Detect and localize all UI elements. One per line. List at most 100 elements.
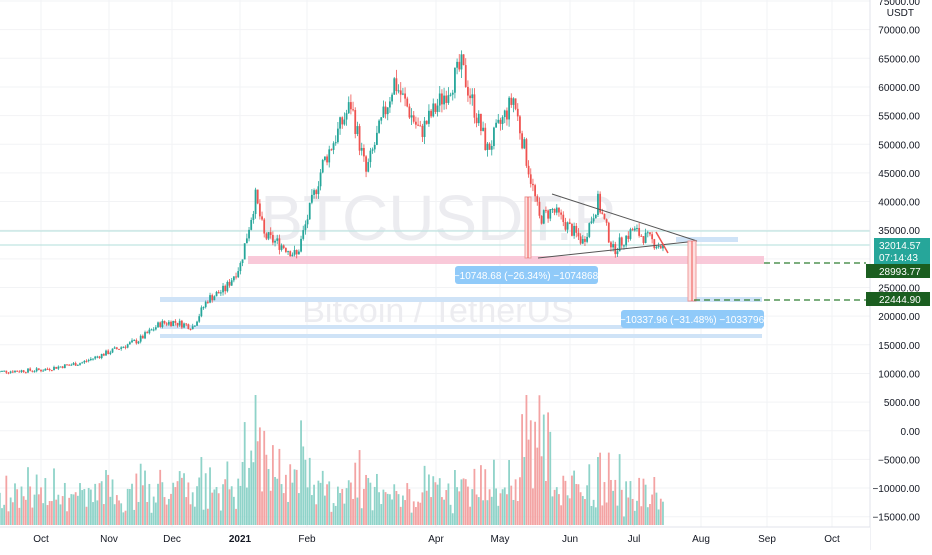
candle-body-214 xyxy=(458,61,461,70)
candle-body-9 xyxy=(14,370,16,373)
candle-body-115 xyxy=(243,243,246,260)
zone-support-pink[interactable] xyxy=(248,256,764,264)
candle-body-60 xyxy=(124,346,127,348)
candle-body-205 xyxy=(438,93,441,106)
time-axis[interactable]: Oct Nov Dec 2021 Feb Apr May Jun Jul Aug Sep Oct xyxy=(33,534,840,545)
candle-body-256 xyxy=(549,209,552,219)
candle-body-275 xyxy=(590,221,593,224)
measure-2-label: −10337.96 (−31.48%) −1033796 xyxy=(620,315,765,326)
candle-body-161 xyxy=(343,119,346,125)
volume-bar-186 xyxy=(397,494,400,525)
candle-body-53 xyxy=(109,352,112,354)
triangle-lower[interactable] xyxy=(537,240,698,259)
volume-bar-246 xyxy=(527,439,530,525)
candle-body-39 xyxy=(79,363,81,365)
volume-bar-125 xyxy=(265,454,268,525)
volume-bar-53 xyxy=(109,496,112,525)
volume-bar-179 xyxy=(382,489,385,525)
volume-bar-94 xyxy=(198,477,201,525)
volume-bar-159 xyxy=(339,493,341,525)
volume-bar-30 xyxy=(59,504,62,525)
candle-body-196 xyxy=(419,125,422,127)
candle-body-224 xyxy=(480,113,482,131)
volume-bar-239 xyxy=(512,499,515,525)
candle-body-37 xyxy=(74,363,77,366)
volume-bar-205 xyxy=(438,478,441,525)
candle-body-6 xyxy=(7,372,10,374)
time-tick-10: Sep xyxy=(758,534,776,545)
volume-bar-255 xyxy=(547,412,550,525)
candle-body-36 xyxy=(72,363,75,365)
candle-body-107 xyxy=(226,281,229,292)
level-2-badge xyxy=(866,292,930,306)
candle-body-236 xyxy=(506,110,508,120)
volume-bar-268 xyxy=(575,484,578,525)
candle-body-207 xyxy=(443,95,445,105)
candle-body-262 xyxy=(562,214,565,223)
time-tick-6: May xyxy=(491,534,510,545)
time-tick-11: Oct xyxy=(824,534,840,545)
volume-bar-277 xyxy=(594,507,597,525)
candle-body-94 xyxy=(198,316,201,322)
candle-body-204 xyxy=(436,105,439,112)
volume-bar-223 xyxy=(477,497,480,525)
volume-bar-118 xyxy=(250,450,253,525)
price-tick-4: 55000.00 xyxy=(878,112,920,123)
zone-blue-1[interactable] xyxy=(160,297,762,302)
zone-blue-2[interactable] xyxy=(160,325,762,329)
arrow-down[interactable] xyxy=(655,231,669,254)
price-axis[interactable]: 75000.00 70000.00 65000.00 60000.00 55000.00… xyxy=(872,0,920,524)
volume-bar-29 xyxy=(57,494,60,525)
candle-body-136 xyxy=(289,251,292,257)
candle-body-18 xyxy=(33,371,36,373)
candle-body-305 xyxy=(655,246,658,249)
price-tick-6: 45000.00 xyxy=(878,169,920,180)
candle-body-46 xyxy=(94,356,97,359)
volume-bar-99 xyxy=(209,467,211,525)
volume-bar-188 xyxy=(402,495,404,525)
candle-body-68 xyxy=(141,335,144,339)
price-tick-3: 60000.00 xyxy=(878,83,920,94)
candle-body-141 xyxy=(300,238,302,252)
volume-bar-13 xyxy=(22,496,25,525)
volume-bar-182 xyxy=(389,494,391,525)
volume-bar-9 xyxy=(14,483,16,525)
candle-body-223 xyxy=(477,113,480,124)
candle-body-257 xyxy=(551,208,554,210)
candle-body-194 xyxy=(415,121,417,125)
candle-body-23 xyxy=(44,368,47,371)
volume-bar-37 xyxy=(74,492,77,525)
volume-bar-2 xyxy=(0,492,1,525)
zone-blue-4[interactable] xyxy=(676,237,738,242)
triangle-upper[interactable] xyxy=(551,193,698,242)
volume-bar-279 xyxy=(599,452,602,525)
volume-bar-214 xyxy=(458,491,461,525)
candle-body-63 xyxy=(131,340,133,343)
volume-bar-261 xyxy=(560,505,563,525)
candle-body-24 xyxy=(46,368,49,370)
volume-bar-39 xyxy=(79,483,81,525)
candle-body-147 xyxy=(313,190,315,195)
volume-bar-64 xyxy=(133,509,136,525)
candle-body-226 xyxy=(484,127,487,150)
volume-bar-126 xyxy=(267,469,270,525)
volume-bar-58 xyxy=(120,503,123,525)
zone-blue-3[interactable] xyxy=(160,334,762,338)
candle-body-203 xyxy=(434,103,437,112)
volume-bar-167 xyxy=(356,497,359,525)
volume-bar-156 xyxy=(332,503,335,525)
volume-bar-281 xyxy=(603,482,606,525)
volume-bar-76 xyxy=(159,469,162,525)
volume-bar-160 xyxy=(341,488,344,525)
volume-bar-161 xyxy=(343,503,346,525)
candle-body-150 xyxy=(319,172,322,187)
volume-bar-133 xyxy=(282,493,285,525)
candle-body-96 xyxy=(202,307,205,309)
candle-body-246 xyxy=(527,165,530,175)
volume-bar-283 xyxy=(607,452,610,525)
volume-bar-17 xyxy=(31,507,34,525)
volume-bar-278 xyxy=(597,457,599,525)
measure-1-label-bg xyxy=(455,266,598,284)
